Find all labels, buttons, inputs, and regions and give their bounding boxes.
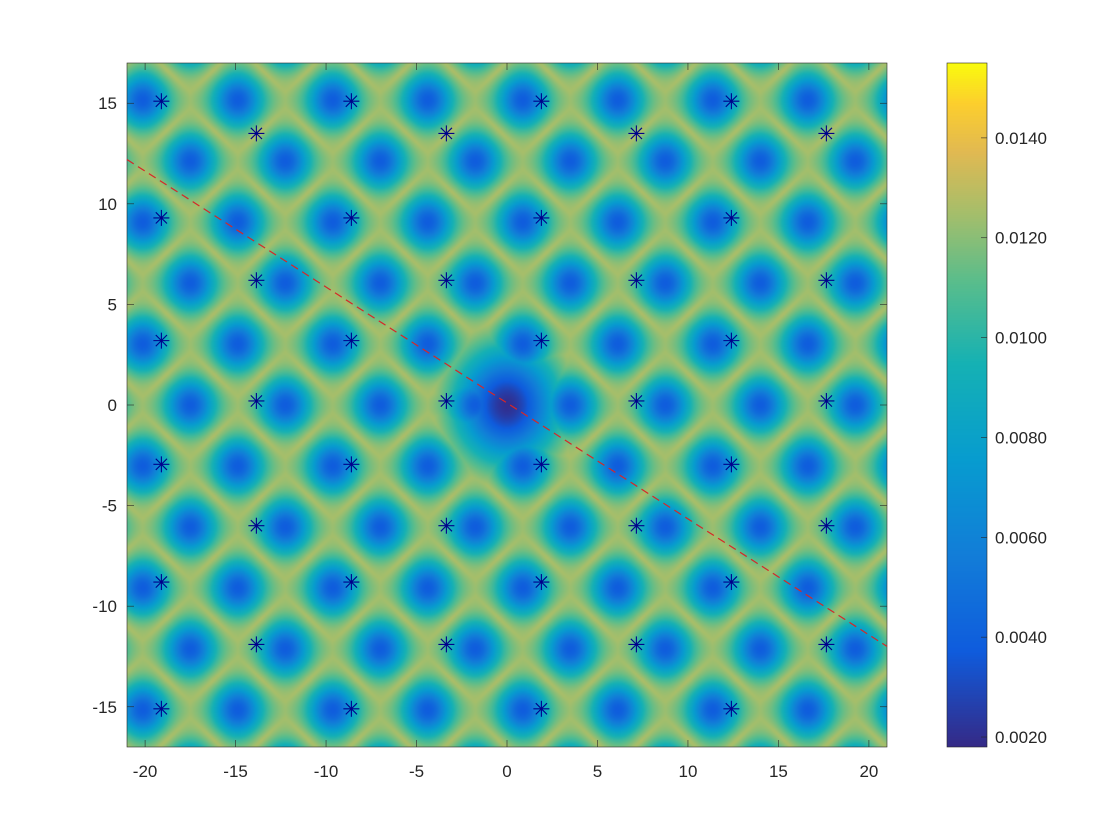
lattice-markers: [153, 93, 835, 717]
lattice-marker: [343, 574, 360, 591]
lattice-marker: [248, 636, 265, 653]
lattice-marker: [723, 574, 740, 591]
x-tick-label: -15: [223, 762, 248, 781]
y-tick-label: -15: [92, 698, 117, 717]
x-axis: -20 -15 -10 -5 0 5 10 15 20: [133, 63, 878, 781]
x-tick-label: 0: [502, 762, 511, 781]
lattice-marker: [438, 392, 455, 409]
colorbar-axis: 0.0020 0.0040 0.0060 0.0080 0.0100 0.0120 0.01…: [946, 62, 1047, 748]
plot-frame: [126, 62, 888, 748]
lattice-marker: [723, 209, 740, 226]
y-tick-label: 0: [108, 396, 117, 415]
lattice-marker: [628, 636, 645, 653]
lattice-marker: [723, 93, 740, 110]
lattice-marker: [628, 272, 645, 289]
colorbar-tick-label: 0.0100: [995, 329, 1047, 348]
colorbar-tick-label: 0.0020: [995, 728, 1047, 747]
lattice-marker: [628, 517, 645, 534]
y-tick-label: -10: [92, 597, 117, 616]
lattice-marker: [248, 392, 265, 409]
lattice-marker: [533, 332, 550, 349]
lattice-marker: [723, 700, 740, 717]
lattice-marker: [533, 456, 550, 473]
lattice-marker: [153, 332, 170, 349]
lattice-marker: [153, 209, 170, 226]
lattice-marker: [628, 392, 645, 409]
lattice-marker: [438, 517, 455, 534]
y-tick-label: -5: [102, 497, 117, 516]
colorbar-tick-label: 0.0120: [995, 229, 1047, 248]
lattice-marker: [818, 272, 835, 289]
x-tick-label: -5: [409, 762, 424, 781]
dashed-line-layer: [126, 159, 888, 647]
dashed-line: [126, 159, 888, 647]
lattice-marker: [628, 125, 645, 142]
lattice-marker: [533, 700, 550, 717]
lattice-marker: [343, 456, 360, 473]
lattice-marker: [438, 272, 455, 289]
lattice-marker: [818, 125, 835, 142]
y-axis: 15 10 5 0 -5 -10 -15: [92, 94, 887, 717]
x-tick-label: -20: [133, 762, 158, 781]
colorbar-gradient: [947, 63, 987, 747]
x-tick-label: 20: [859, 762, 878, 781]
lattice-marker: [343, 209, 360, 226]
x-tick-label: 5: [593, 762, 602, 781]
lattice-marker: [533, 209, 550, 226]
lattice-marker: [438, 636, 455, 653]
lattice-marker: [343, 700, 360, 717]
x-tick-label: 10: [678, 762, 697, 781]
x-tick-label: -10: [314, 762, 339, 781]
lattice-marker: [153, 93, 170, 110]
y-tick-label: 15: [98, 94, 117, 113]
lattice-marker: [438, 125, 455, 142]
lattice-marker: [818, 636, 835, 653]
lattice-marker: [153, 700, 170, 717]
lattice-marker: [153, 574, 170, 591]
lattice-marker: [818, 517, 835, 534]
y-tick-label: 10: [98, 195, 117, 214]
x-tick-label: 15: [769, 762, 788, 781]
heatmap-image: [127, 63, 887, 747]
lattice-marker: [818, 392, 835, 409]
y-tick-label: 5: [108, 295, 117, 314]
lattice-marker: [533, 93, 550, 110]
lattice-marker: [248, 517, 265, 534]
colorbar-tick-label: 0.0080: [995, 428, 1047, 447]
colorbar-frame: [946, 62, 988, 748]
lattice-marker: [723, 332, 740, 349]
colorbar-tick-label: 0.0140: [995, 129, 1047, 148]
colorbar-tick-label: 0.0040: [995, 628, 1047, 647]
lattice-marker: [153, 456, 170, 473]
lattice-marker: [723, 456, 740, 473]
colorbar-tick-label: 0.0060: [995, 528, 1047, 547]
lattice-marker: [533, 574, 550, 591]
lattice-marker: [248, 272, 265, 289]
lattice-marker: [343, 93, 360, 110]
plot-axes: [126, 62, 888, 748]
lattice-marker: [343, 332, 360, 349]
lattice-marker: [248, 125, 265, 142]
